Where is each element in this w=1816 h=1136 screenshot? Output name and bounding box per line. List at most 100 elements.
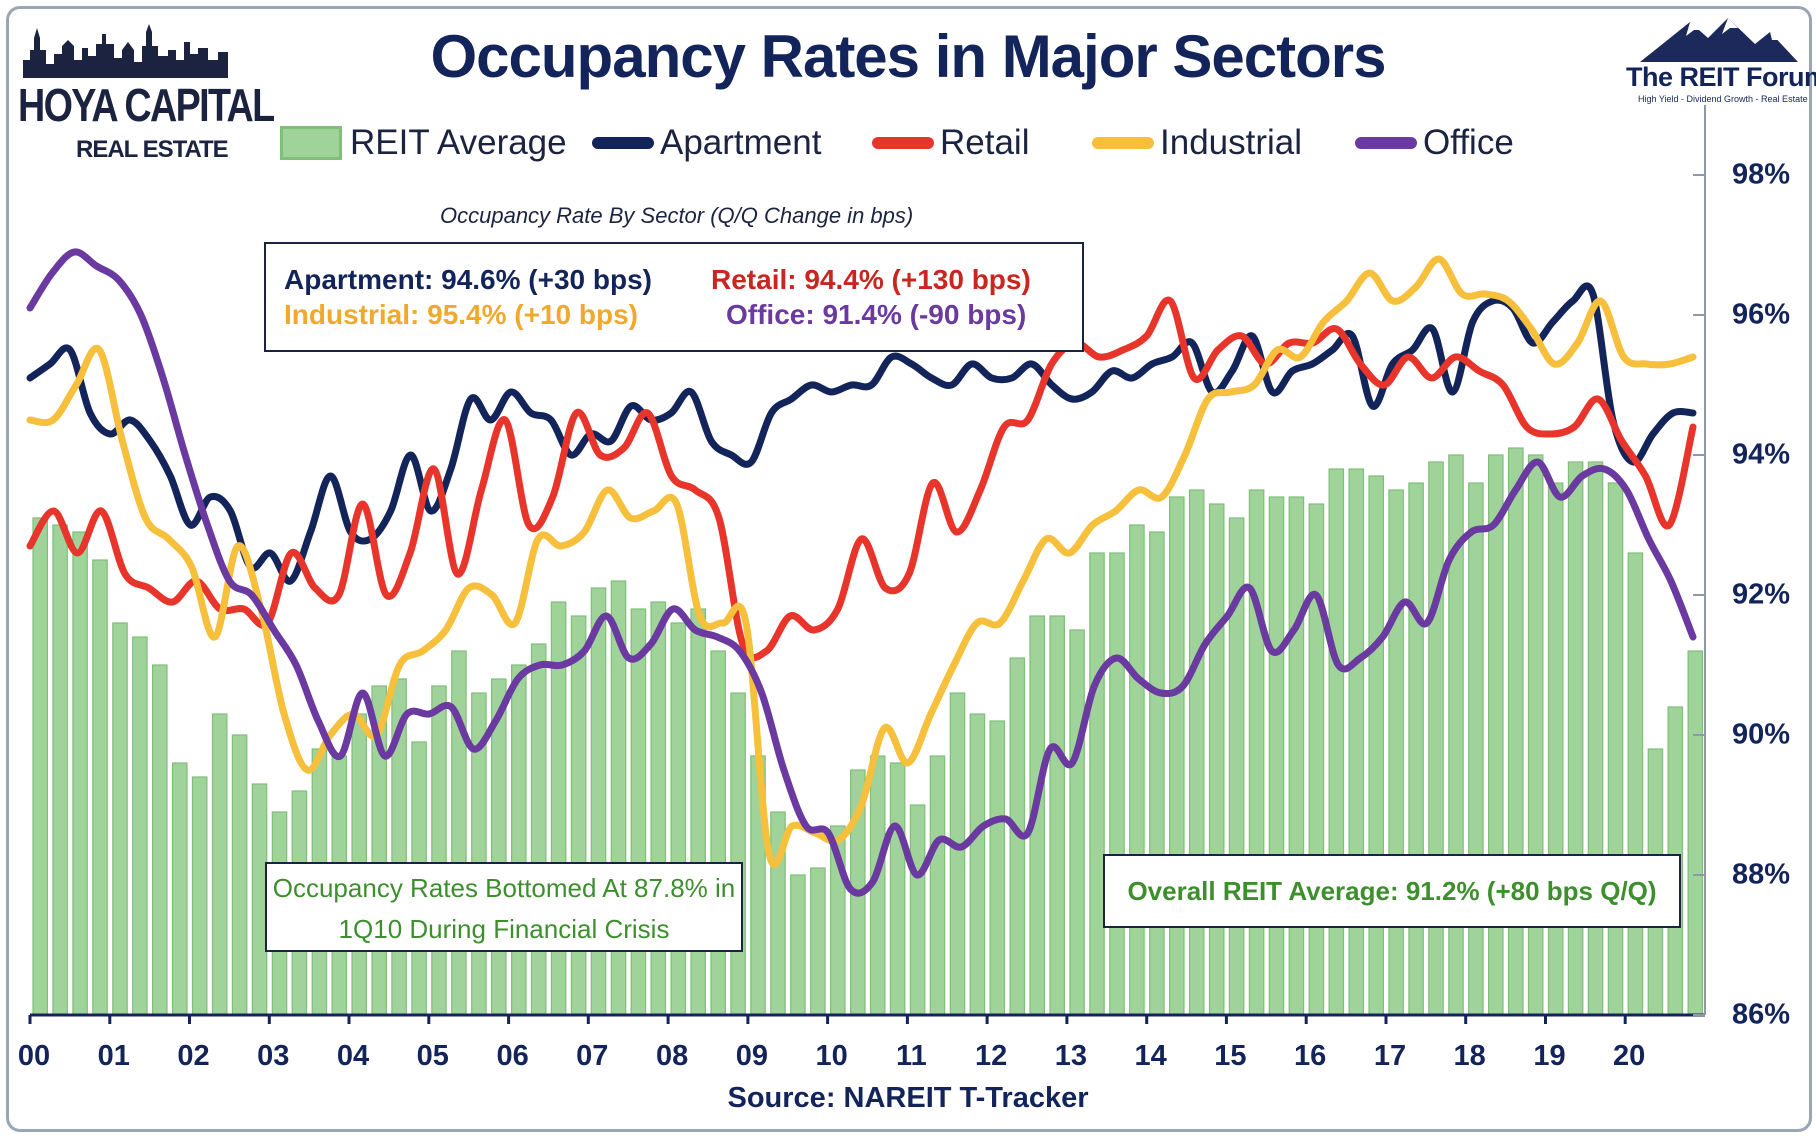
reit-average-bar — [92, 559, 108, 1016]
x-tick-label: 02 — [177, 1040, 210, 1072]
legend-swatch-reit-average — [280, 126, 342, 160]
reit-average-bar — [431, 685, 447, 1016]
reit-average-bar — [231, 734, 248, 1016]
reit-average-bar — [1468, 482, 1484, 1016]
reit-average-bar — [1368, 475, 1384, 1016]
reit-average-bar — [810, 867, 826, 1016]
reit-average-bar — [1687, 650, 1704, 1016]
reit-average-bar — [1627, 552, 1644, 1016]
reit-average-bar — [1348, 468, 1365, 1016]
reit-average-bar — [969, 713, 986, 1016]
reit-average-bar — [710, 650, 726, 1016]
source-note: Source: NAREIT T-Tracker — [727, 1082, 1089, 1114]
x-tick-label: 10 — [815, 1040, 848, 1072]
series-line-retail — [26, 296, 1697, 662]
x-tick-label: 17 — [1373, 1040, 1407, 1072]
reit-average-bar — [32, 517, 48, 1016]
reit-average-bar — [1487, 454, 1504, 1016]
y-tick-label: 88% — [1732, 858, 1791, 891]
reit-average-bar — [1109, 552, 1125, 1016]
hoya-capital-logo: HOYA CAPITAL REAL ESTATE — [18, 20, 275, 165]
stat-apartment: Apartment: 94.6% (+30 bps) — [284, 264, 652, 295]
x-tick-label: 01 — [97, 1040, 130, 1072]
reit-average-bar — [172, 762, 188, 1016]
stat-retail: Retail: 94.4% (+130 bps) — [711, 264, 1031, 295]
average-note-box: Overall REIT Average: 91.2% (+80 bps Q/Q… — [1103, 854, 1681, 928]
reit-average-bar — [191, 776, 208, 1016]
logo-sub: REAL ESTATE — [76, 136, 229, 163]
x-tick-label: 05 — [416, 1040, 449, 1072]
legend-label: Apartment — [660, 123, 822, 162]
x-tick-label: 11 — [896, 1040, 927, 1072]
reit-average-bar — [1308, 503, 1325, 1016]
reit-average-bar — [1328, 468, 1345, 1016]
crisis-note-box: Occupancy Rates Bottomed At 87.8% in 1Q1… — [265, 862, 743, 952]
reit-average-bar — [152, 664, 168, 1016]
x-tick-label: 20 — [1613, 1040, 1646, 1072]
reit-average-bar — [1149, 531, 1165, 1016]
reit-average-bar — [1408, 482, 1424, 1016]
reit-average-bar — [670, 622, 687, 1016]
legend-swatch-office — [1355, 137, 1417, 149]
y-tick-label: 96% — [1732, 298, 1791, 331]
x-tick-label: 04 — [336, 1040, 370, 1072]
reit-average-bar — [1567, 461, 1584, 1016]
logo-name: The REIT Forum — [1626, 62, 1816, 92]
reit-average-bar — [530, 643, 547, 1016]
x-tick-label: 18 — [1453, 1040, 1486, 1072]
reit-average-bar — [1188, 489, 1205, 1016]
legend-item-apartment: Apartment — [592, 118, 821, 168]
crisis-note-line1: Occupancy Rates Bottomed At 87.8% in — [272, 873, 736, 903]
mountain-icon — [1640, 18, 1798, 62]
logo-tagline: High Yield - Dividend Growth - Real Esta… — [1638, 94, 1808, 104]
reit-average-bar — [1089, 552, 1105, 1016]
x-tick-label: 14 — [1134, 1040, 1167, 1072]
stat-industrial: Industrial: 95.4% (+10 bps) — [284, 299, 638, 330]
reit-average-bar — [570, 615, 587, 1016]
reit-average-bar — [730, 692, 746, 1016]
reit-average-bar — [511, 664, 527, 1016]
x-tick-label: 03 — [257, 1040, 290, 1072]
sector-lines — [26, 248, 1697, 897]
series-line-office — [26, 248, 1697, 897]
legend-label: REIT Average — [350, 123, 567, 162]
reit-average-bar — [1607, 482, 1624, 1016]
legend-item-retail: Retail — [872, 118, 1029, 168]
legend-item-industrial: Industrial — [1092, 118, 1302, 168]
chart-axes — [28, 105, 1706, 1024]
reit-average-bar — [630, 608, 647, 1016]
chart-subtitle: Occupancy Rate By Sector (Q/Q Change in … — [440, 203, 914, 228]
reit-average-bar — [1168, 496, 1185, 1016]
reit-average-bar — [1288, 496, 1305, 1016]
reit-forum-logo: The REIT Forum High Yield - Dividend Gro… — [1620, 14, 1816, 114]
reit-average-bar — [1388, 489, 1404, 1016]
sector-stats-box: Apartment: 94.6% (+30 bps) Retail: 94.4%… — [264, 242, 1084, 352]
x-tick-label: 06 — [496, 1040, 529, 1072]
x-tick-label: 13 — [1054, 1040, 1088, 1072]
reit-average-bar — [112, 622, 128, 1016]
reit-average-bar — [650, 601, 667, 1016]
legend-label: Industrial — [1160, 123, 1303, 162]
stat-office: Office: 91.4% (-90 bps) — [726, 299, 1027, 330]
reit-average-bar — [790, 874, 806, 1016]
x-tick-label: 15 — [1214, 1040, 1247, 1072]
legend-label: Retail — [940, 123, 1030, 162]
y-tick-label: 92% — [1732, 578, 1791, 611]
reit-average-bar — [1507, 447, 1524, 1016]
crisis-note-line2: 1Q10 During Financial Crisis — [338, 914, 670, 944]
reit-average-bar — [72, 531, 88, 1016]
x-tick-label: 00 — [17, 1040, 51, 1072]
reit-average-bar — [1268, 496, 1285, 1016]
x-tick-label: 07 — [576, 1040, 609, 1072]
legend-swatch-apartment — [592, 137, 654, 149]
legend-label: Office — [1423, 123, 1514, 162]
y-tick-label: 86% — [1732, 998, 1791, 1031]
reit-average-bar — [1248, 489, 1265, 1016]
reit-average-bar — [1428, 461, 1444, 1016]
y-tick-label: 94% — [1732, 438, 1791, 471]
logo-brand: HOYA CAPITAL — [18, 79, 275, 131]
reit-average-bar — [949, 692, 966, 1016]
series-line-apartment — [26, 282, 1697, 585]
legend-item-reit-average: REIT Average — [280, 118, 567, 168]
